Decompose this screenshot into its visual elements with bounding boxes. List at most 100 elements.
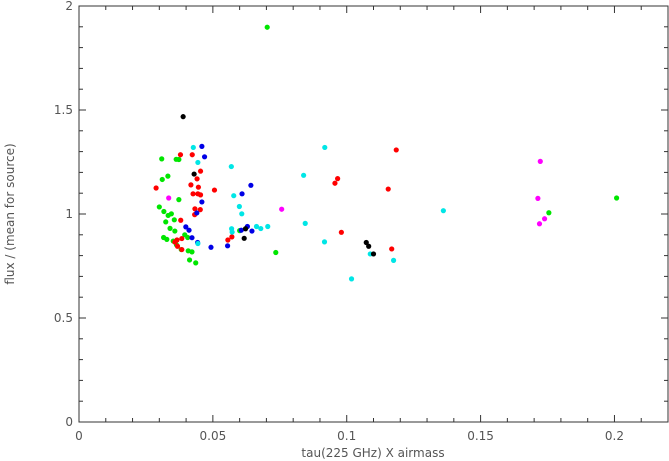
data-point xyxy=(241,235,247,241)
data-point xyxy=(224,243,231,249)
data-point xyxy=(172,239,178,245)
x-tick-label: 0.1 xyxy=(337,429,356,443)
data-point xyxy=(179,235,185,242)
data-point xyxy=(536,221,543,227)
data-point xyxy=(185,234,191,241)
data-point xyxy=(176,197,182,203)
data-point xyxy=(191,171,197,177)
data-point xyxy=(302,220,308,226)
data-point xyxy=(189,249,195,255)
data-point xyxy=(385,186,391,192)
data-point xyxy=(163,219,169,225)
data-point xyxy=(176,156,182,163)
data-point xyxy=(363,239,369,246)
data-point xyxy=(194,176,200,182)
x-tick-label: 0.2 xyxy=(605,429,624,443)
data-point xyxy=(242,226,249,232)
data-point xyxy=(249,228,255,234)
data-point xyxy=(190,144,196,151)
data-point xyxy=(440,208,446,214)
y-axis-label: flux / (mean for source) xyxy=(3,143,17,284)
data-point xyxy=(179,246,185,253)
data-point xyxy=(178,217,184,223)
data-point xyxy=(239,191,245,197)
data-point xyxy=(208,244,214,250)
data-point xyxy=(393,147,399,153)
data-point xyxy=(194,210,200,216)
data-point xyxy=(156,204,162,210)
data-point xyxy=(537,158,543,164)
data-point xyxy=(199,143,205,149)
y-tick-label: 1 xyxy=(65,207,73,221)
data-point xyxy=(195,184,202,190)
data-point xyxy=(228,163,234,170)
data-point xyxy=(273,249,279,256)
data-point xyxy=(335,176,341,182)
y-tick-label: 2 xyxy=(65,0,73,13)
data-point xyxy=(258,225,264,232)
data-point xyxy=(370,251,377,257)
y-axis: 0 0.5 1 1.5 2 xyxy=(54,0,668,429)
data-point xyxy=(301,172,307,178)
data-point xyxy=(159,156,165,162)
data-point xyxy=(161,208,167,215)
data-point xyxy=(613,195,620,201)
data-point xyxy=(211,187,218,193)
data-point xyxy=(192,206,198,212)
x-tick-label: 0 xyxy=(75,429,83,443)
data-point xyxy=(190,191,196,197)
data-point xyxy=(180,114,186,120)
data-point xyxy=(166,195,172,201)
data-point xyxy=(238,227,244,233)
data-point xyxy=(236,203,242,210)
data-point xyxy=(165,212,171,219)
data-point xyxy=(186,257,193,263)
data-point xyxy=(193,260,199,266)
data-points xyxy=(153,24,620,282)
data-point xyxy=(183,224,189,230)
data-point xyxy=(177,152,184,158)
data-point xyxy=(541,216,548,222)
data-point xyxy=(229,229,235,235)
data-point xyxy=(174,243,181,249)
x-tick-label: 0.15 xyxy=(467,429,494,443)
data-point xyxy=(172,228,178,234)
data-point xyxy=(199,199,205,205)
y-tick-label: 0.5 xyxy=(54,311,73,325)
data-point xyxy=(186,227,192,233)
data-point xyxy=(197,207,203,213)
data-point xyxy=(159,176,165,183)
data-point xyxy=(248,182,254,188)
data-point xyxy=(265,223,271,230)
data-point xyxy=(338,229,344,235)
data-point xyxy=(264,24,270,30)
data-point xyxy=(321,239,328,245)
data-point xyxy=(197,192,204,198)
data-point xyxy=(239,211,245,217)
data-point xyxy=(348,276,355,282)
data-point xyxy=(153,185,159,191)
data-point xyxy=(189,152,195,158)
data-point xyxy=(201,154,208,160)
data-point xyxy=(164,236,170,242)
data-point xyxy=(188,182,194,188)
data-point xyxy=(535,195,541,201)
data-point xyxy=(165,173,171,179)
data-point xyxy=(171,217,177,223)
x-tick-label: 0.05 xyxy=(200,429,227,443)
x-axis: 0 0.05 0.1 0.15 0.2 xyxy=(75,6,642,443)
y-tick-label: 1.5 xyxy=(54,103,73,117)
data-point xyxy=(225,237,231,243)
data-point xyxy=(197,168,204,174)
data-point xyxy=(195,240,201,247)
data-point xyxy=(189,235,195,241)
data-point xyxy=(366,243,372,249)
y-tick-label: 0 xyxy=(65,415,73,429)
data-point xyxy=(253,223,260,230)
x-axis-label: tau(225 GHz) X airmass xyxy=(301,446,444,460)
data-point xyxy=(229,234,235,240)
data-point xyxy=(332,180,338,186)
data-point xyxy=(167,225,173,231)
data-point xyxy=(322,144,328,151)
